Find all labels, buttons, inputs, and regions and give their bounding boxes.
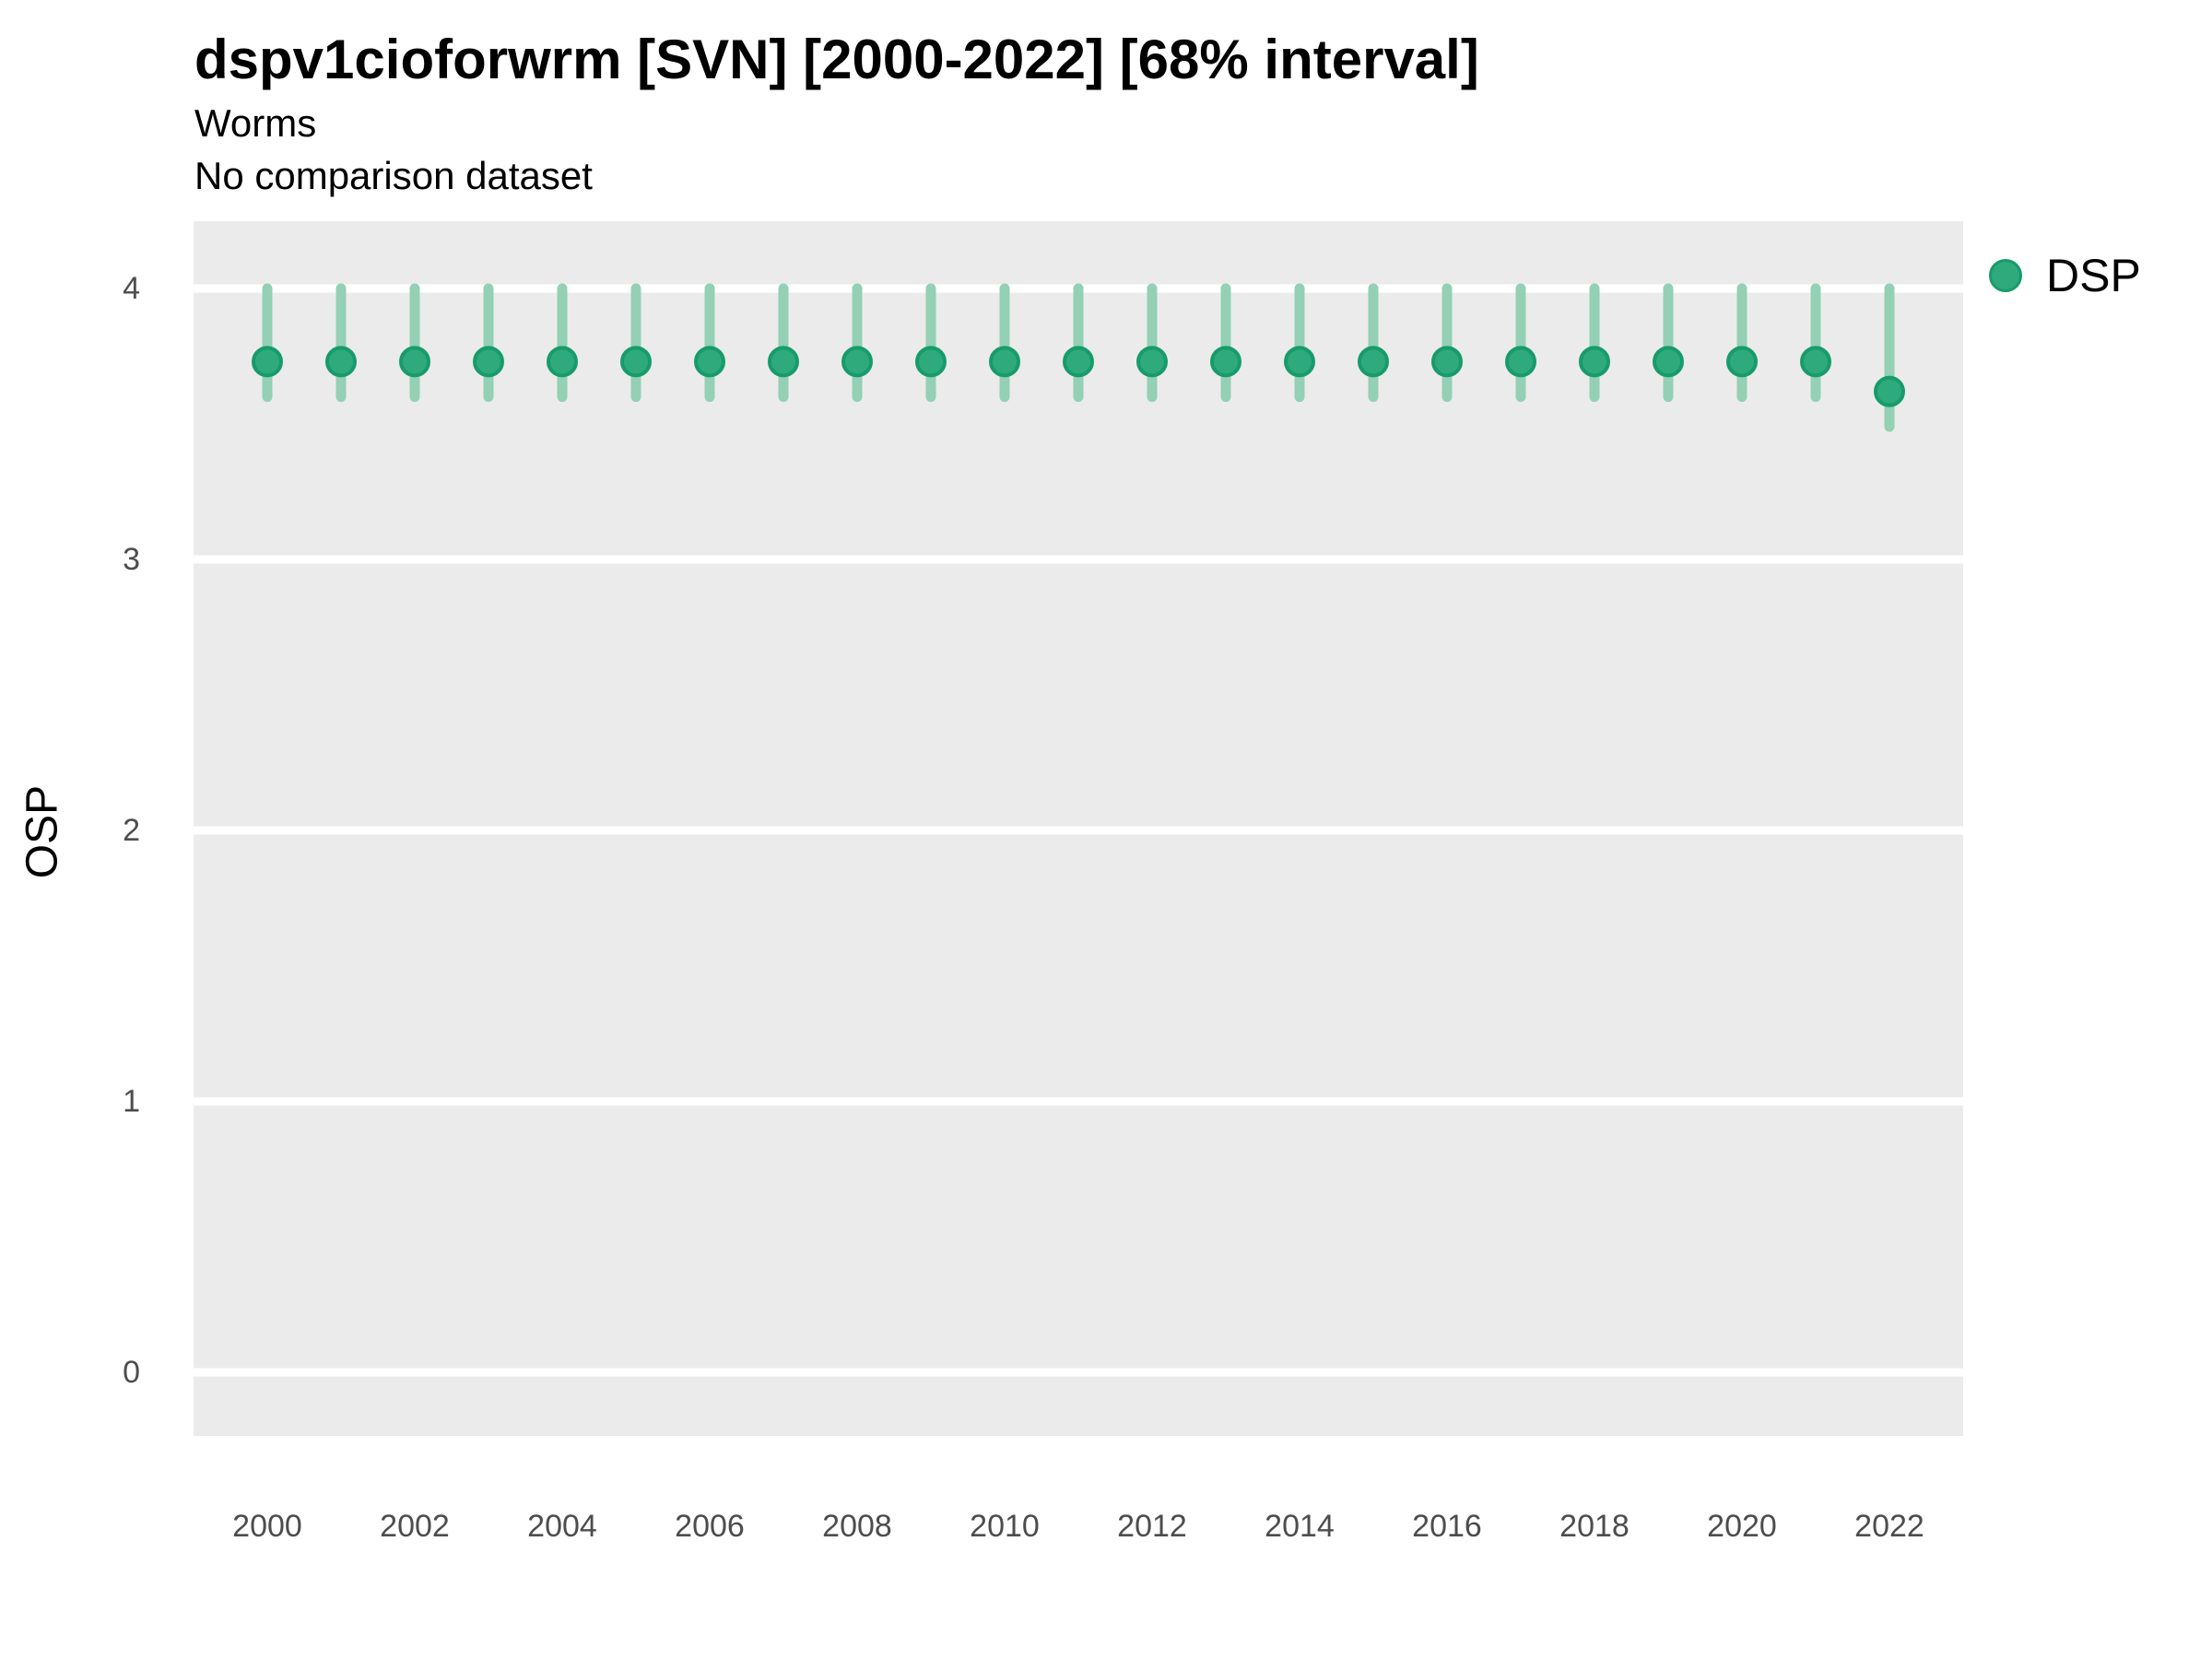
x-tick-label-2012: 2012 — [1117, 1509, 1187, 1544]
legend-label: DSP — [2046, 250, 2141, 301]
data-point-2020 — [1726, 346, 1758, 378]
y-tick-label-4: 4 — [123, 271, 140, 306]
y-tick-label-0: 0 — [123, 1355, 140, 1390]
y-tick-label-1: 1 — [123, 1084, 140, 1119]
chart-title: dspv1cioforwrm [SVN] [2000-2022] [68% in… — [194, 29, 1479, 90]
data-point-2021 — [1800, 346, 1831, 378]
x-tick-label-2020: 2020 — [1707, 1509, 1777, 1544]
x-tick-label-2000: 2000 — [232, 1509, 302, 1544]
data-point-2018 — [1579, 346, 1610, 378]
x-tick-label-2016: 2016 — [1412, 1509, 1482, 1544]
x-tick-label-2006: 2006 — [675, 1509, 745, 1544]
data-point-2001 — [325, 346, 357, 378]
data-point-2016 — [1431, 346, 1463, 378]
x-tick-label-2022: 2022 — [1854, 1509, 1924, 1544]
data-point-2022 — [1874, 375, 1905, 407]
x-tick-label-2010: 2010 — [970, 1509, 1040, 1544]
data-point-2015 — [1358, 346, 1389, 378]
y-tick-label-2: 2 — [123, 813, 140, 848]
data-point-2004 — [547, 346, 578, 378]
data-point-2009 — [915, 346, 947, 378]
x-tick-label-2014: 2014 — [1265, 1509, 1335, 1544]
x-tick-label-2002: 2002 — [380, 1509, 450, 1544]
data-point-2006 — [694, 346, 725, 378]
data-point-2003 — [473, 346, 504, 378]
data-point-2005 — [620, 346, 652, 378]
legend: DSP — [1989, 250, 2141, 301]
y-tick-label-3: 3 — [123, 542, 140, 577]
data-point-2013 — [1210, 346, 1241, 378]
data-point-2007 — [768, 346, 799, 378]
x-tick-label-2008: 2008 — [822, 1509, 892, 1544]
data-point-2008 — [841, 346, 873, 378]
data-point-2019 — [1653, 346, 1684, 378]
x-tick-label-2004: 2004 — [527, 1509, 597, 1544]
legend-point-icon — [1989, 259, 2022, 292]
comparison-note: No comparison dataset — [194, 154, 593, 197]
data-point-2012 — [1136, 346, 1168, 378]
data-point-2014 — [1284, 346, 1315, 378]
chart-subtitle: Worms — [194, 101, 317, 145]
data-point-2011 — [1063, 346, 1094, 378]
data-point-2000 — [252, 346, 283, 378]
data-point-2017 — [1505, 346, 1536, 378]
data-point-2002 — [399, 346, 430, 378]
x-tick-label-2018: 2018 — [1559, 1509, 1630, 1544]
data-point-2010 — [989, 346, 1020, 378]
